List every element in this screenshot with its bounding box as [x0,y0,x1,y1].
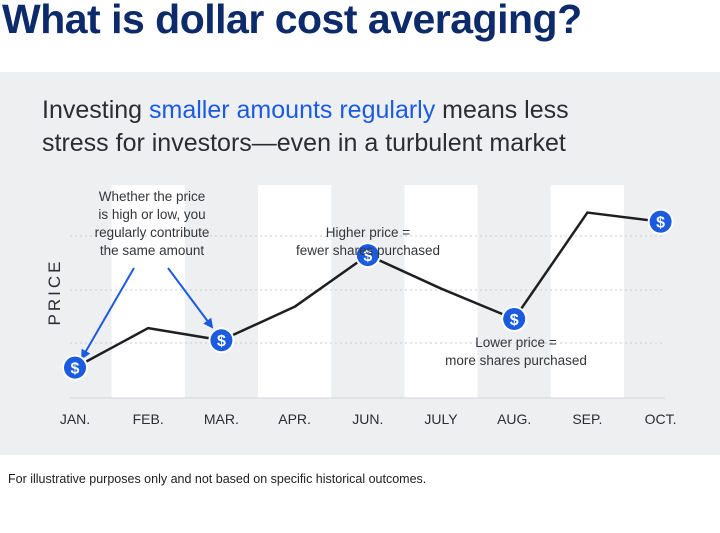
column-band [111,185,185,398]
column-band [404,185,478,398]
subtitle-line1-suffix: means less [435,96,569,124]
annotation-contribute-line3: regularly contribute [94,225,210,240]
annotation-contribute-line4: the same amount [99,243,205,258]
dollar-marker-icon: $ [62,354,88,381]
subtitle-line2: stress for investors—even in a turbulent… [42,129,566,157]
dollar-marker-icon: $ [647,208,674,235]
subtitle-highlight: smaller amounts regularly [149,96,436,124]
annotation-contribute-line2: is high or low, you [98,207,206,222]
annotation-contribute: Whether the price is high or low, you re… [82,188,222,260]
dollar-marker-symbol: $ [71,361,80,378]
x-tick-label: OCT. [645,411,677,427]
page-title: What is dollar cost averaging? [2,0,582,42]
dollar-marker-symbol: $ [363,248,372,265]
x-tick-label: SEP. [572,411,602,427]
x-tick-label: AUG. [497,411,531,427]
x-tick-label: JULY [424,411,458,427]
column-band [258,185,332,398]
annotation-lower-price: Lower price = more shares purchased [436,334,596,370]
annotation-arrow-mar [167,267,214,329]
annotation-higher-line1: Higher price = [325,225,411,240]
dollar-marker-symbol: $ [510,312,519,329]
annotation-higher-line2: fewer shares purchased [295,243,441,258]
annotation-lower-line1: Lower price = [475,335,557,350]
annotation-lower-line2: more shares purchased [445,353,587,368]
dollar-marker-icon: $ [208,327,235,354]
chart-subtitle: Investing smaller amounts regularly mean… [42,94,569,160]
dollar-marker-symbol: $ [656,215,665,232]
subtitle-line1-prefix: Investing [42,96,150,124]
x-tick-label: JAN. [60,411,90,427]
y-axis-label: PRICE [45,259,64,326]
x-tick-label: APR. [278,411,311,427]
x-tick-label: FEB. [133,411,164,427]
column-band [550,185,624,398]
annotation-higher-price: Higher price = fewer shares purchased [288,224,448,260]
footnote: For illustrative purposes only and not b… [8,472,427,486]
x-tick-label: MAR. [204,411,239,427]
dollar-marker-icon: $ [501,305,528,332]
x-tick-label: JUN. [352,411,383,427]
dollar-marker-icon: $ [354,242,381,269]
annotation-contribute-line1: Whether the price [98,189,206,204]
dollar-marker-symbol: $ [217,333,226,350]
annotation-arrow-jan [80,267,135,360]
